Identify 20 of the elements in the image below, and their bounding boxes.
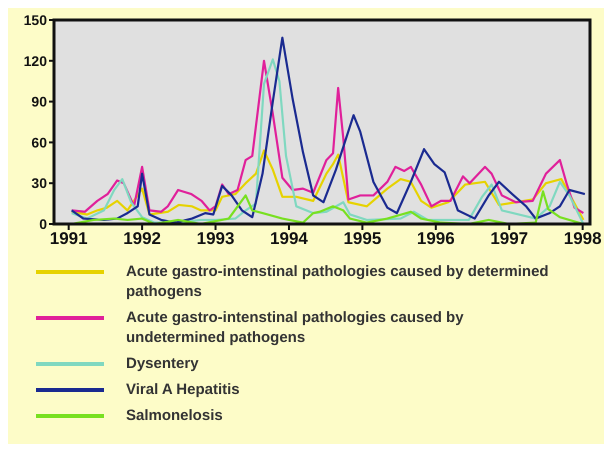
x-tick-label: 1998 <box>564 229 602 248</box>
y-tick-label: 120 <box>24 52 48 69</box>
legend-label: Dysentery <box>126 354 200 374</box>
y-tick-label: 0 <box>39 216 48 232</box>
x-tick-label: 1992 <box>123 229 162 248</box>
x-tick-label: 1993 <box>196 229 234 248</box>
y-tick-label: 60 <box>31 134 48 150</box>
y-tick-label: 90 <box>31 94 48 110</box>
legend-label: Salmonelosis <box>126 406 224 426</box>
x-tick-label: 1995 <box>343 229 382 248</box>
x-tick-label: 1996 <box>416 229 455 248</box>
line-series <box>70 149 584 222</box>
y-tick-label: 150 <box>24 12 48 28</box>
y-tick-label: 30 <box>31 175 48 192</box>
legend-label: Acute gastro-intenstinal pathologies caused by undetermined pathogens <box>126 308 465 348</box>
x-tick-label: 1994 <box>270 229 308 248</box>
legend-label: Acute gastro-intenstinal pathologies caused by determined pathogens <box>126 262 550 302</box>
x-tick-label: 1997 <box>490 229 528 248</box>
x-tick-label: 1991 <box>50 229 88 248</box>
legend-label: Viral A Hepatitis <box>126 380 241 400</box>
